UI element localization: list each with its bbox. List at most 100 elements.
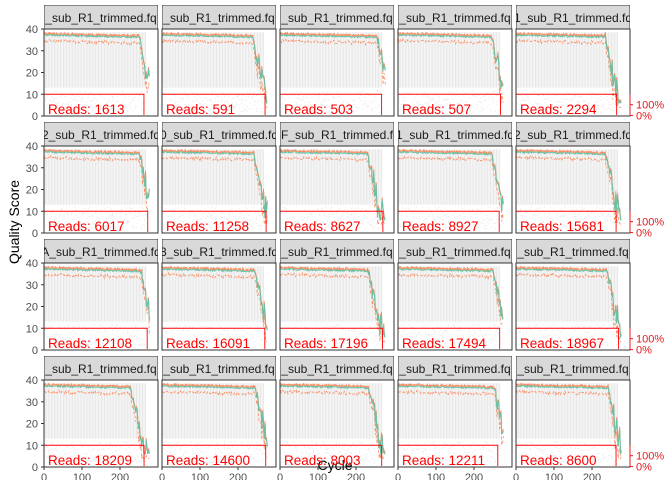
- heat-cell: [168, 383, 170, 439]
- heat-cell: [331, 330, 333, 332]
- heat-cell: [69, 149, 71, 205]
- heat-cell: [108, 340, 110, 342]
- heat-cell: [204, 457, 206, 459]
- heat-cell: [438, 32, 440, 88]
- heat-cell: [46, 324, 48, 326]
- heat-cell: [45, 213, 47, 215]
- heat-cell: [447, 149, 449, 205]
- heat-cell: [415, 222, 417, 224]
- heat-cell: [131, 32, 133, 88]
- heat-cell: [164, 329, 166, 331]
- heat-cell: [242, 330, 244, 332]
- heat-cell: [217, 96, 219, 98]
- heat-cell: [565, 338, 567, 340]
- heat-cell: [287, 442, 289, 444]
- heat-cell: [426, 149, 428, 205]
- heat-cell: [408, 104, 410, 106]
- heat-cell: [305, 32, 307, 88]
- heat-cell: [66, 213, 68, 215]
- heat-cell: [52, 443, 54, 445]
- heat-cell: [462, 90, 464, 92]
- heat-cell: [348, 215, 350, 217]
- heat-cell: [64, 32, 66, 88]
- heat-cell: [467, 334, 469, 336]
- heat-cell: [76, 266, 78, 322]
- heat-cell: [258, 228, 260, 230]
- heat-cell: [573, 224, 575, 226]
- heat-cell: [406, 334, 408, 336]
- heat-cell: [254, 324, 256, 326]
- heat-cell: [341, 344, 343, 346]
- heat-cell: [398, 32, 400, 88]
- heat-cell: [96, 339, 98, 341]
- heat-cell: [602, 105, 604, 107]
- heat-cell: [228, 344, 230, 346]
- heat-cell: [142, 102, 144, 104]
- heat-cell: [426, 219, 428, 221]
- heat-cell: [207, 454, 209, 456]
- heat-cell: [70, 213, 72, 215]
- heat-cell: [567, 217, 569, 219]
- heat-cell: [535, 209, 537, 211]
- heat-cell: [340, 459, 342, 461]
- heat-cell: [559, 332, 561, 334]
- heat-cell: [367, 149, 369, 205]
- heat-cell: [606, 266, 608, 322]
- heat-cell: [556, 215, 558, 217]
- heat-cell: [84, 266, 86, 322]
- heat-cell: [488, 219, 490, 221]
- heat-cell: [349, 451, 351, 453]
- heat-cell: [459, 110, 461, 112]
- heat-cell: [173, 342, 175, 344]
- heat-cell: [323, 97, 325, 99]
- heat-cell: [179, 107, 181, 109]
- heat-cell: [290, 458, 292, 460]
- heat-cell: [214, 452, 216, 454]
- heat-cell: [346, 450, 348, 452]
- heat-cell: [81, 458, 83, 460]
- heat-cell: [418, 218, 420, 220]
- heat-cell: [66, 221, 68, 223]
- heat-cell: [479, 339, 481, 341]
- heat-cell: [237, 458, 239, 460]
- heat-cell: [523, 329, 525, 331]
- heat-cell: [89, 99, 91, 101]
- heat-cell: [287, 218, 289, 220]
- heat-cell: [352, 214, 354, 216]
- heat-cell: [124, 217, 126, 219]
- heat-cell: [381, 266, 383, 322]
- heat-cell: [104, 328, 106, 330]
- heat-cell: [497, 149, 499, 205]
- heat-cell: [442, 266, 444, 322]
- heat-cell: [479, 330, 481, 332]
- heat-cell: [85, 32, 87, 88]
- heat-cell: [308, 338, 310, 340]
- heat-cell: [355, 91, 357, 93]
- heat-cell: [573, 213, 575, 215]
- heat-cell: [196, 92, 198, 94]
- heat-cell: [46, 104, 48, 106]
- heat-cell: [343, 341, 345, 343]
- heat-cell: [220, 460, 222, 462]
- heat-cell: [60, 209, 62, 211]
- heat-cell: [341, 216, 343, 218]
- heat-cell: [314, 383, 316, 439]
- heat-cell: [547, 215, 549, 217]
- heat-cell: [234, 329, 236, 331]
- heat-cell: [290, 95, 292, 97]
- heat-cell: [329, 149, 331, 205]
- heat-cell: [105, 149, 107, 205]
- heat-cell: [367, 105, 369, 107]
- heat-cell: [346, 342, 348, 344]
- heat-cell: [376, 344, 378, 346]
- heat-cell: [93, 455, 95, 457]
- heat-cell: [466, 227, 468, 229]
- heat-cell: [67, 324, 69, 326]
- heat-cell: [491, 96, 493, 98]
- heat-cell: [286, 383, 288, 439]
- heat-cell: [46, 96, 48, 98]
- heat-cell: [195, 336, 197, 338]
- heat-cell: [326, 266, 328, 322]
